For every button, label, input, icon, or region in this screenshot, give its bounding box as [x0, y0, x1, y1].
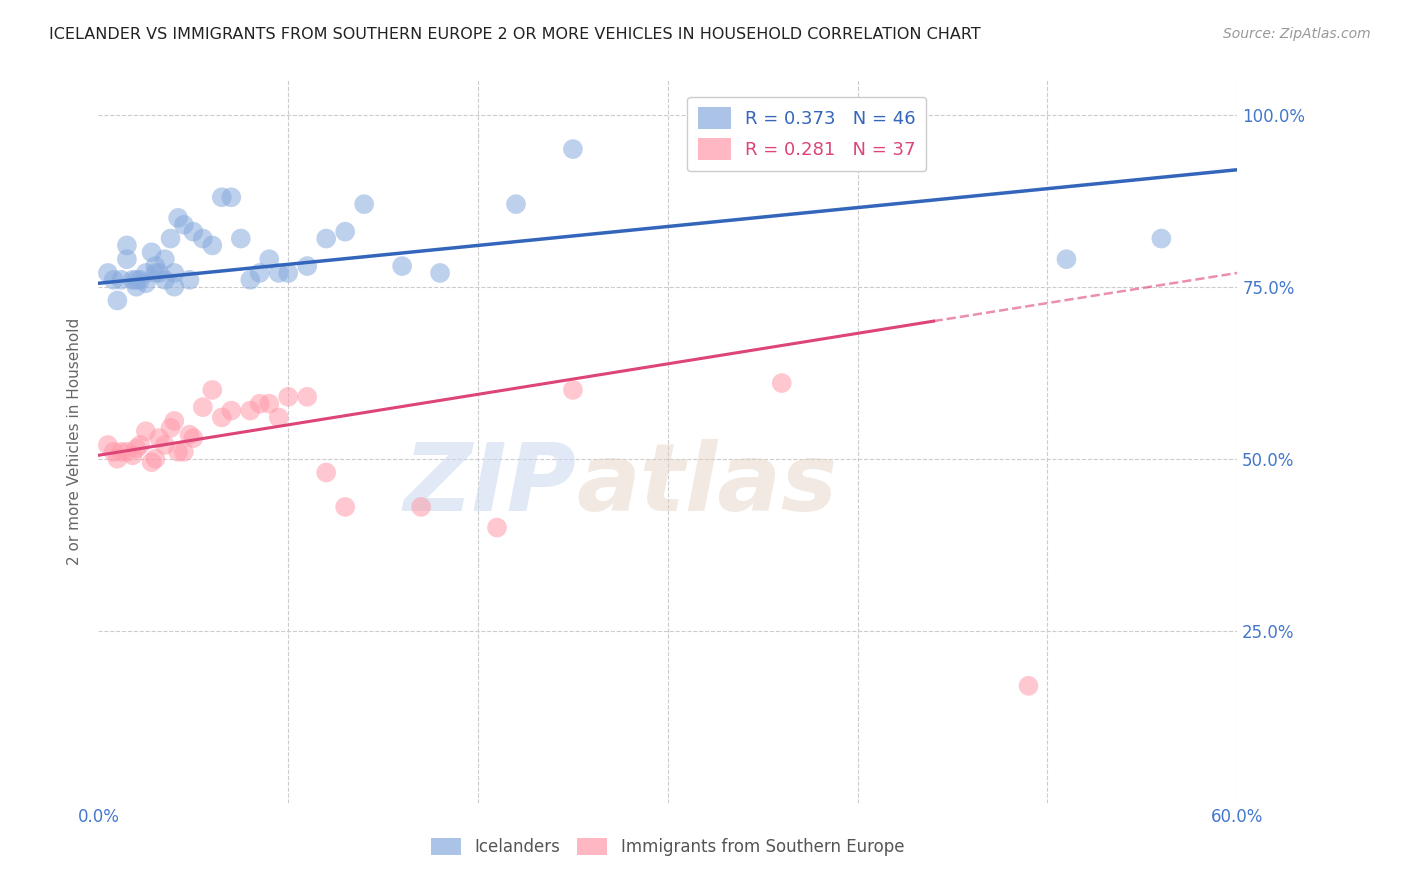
- Point: [159, 421, 181, 435]
- Point: [267, 266, 290, 280]
- Point: [115, 238, 138, 252]
- Point: [239, 403, 262, 417]
- Text: atlas: atlas: [576, 439, 838, 531]
- Point: [103, 273, 125, 287]
- Point: [201, 238, 224, 252]
- Point: [163, 266, 186, 280]
- Point: [167, 445, 190, 459]
- Point: [107, 293, 129, 308]
- Point: [110, 273, 132, 287]
- Point: [353, 197, 375, 211]
- Point: [153, 252, 176, 267]
- Point: [103, 445, 125, 459]
- Point: [391, 259, 413, 273]
- Point: [221, 190, 243, 204]
- Text: Source: ZipAtlas.com: Source: ZipAtlas.com: [1223, 27, 1371, 41]
- Point: [411, 500, 433, 514]
- Text: ICELANDER VS IMMIGRANTS FROM SOUTHERN EUROPE 2 OR MORE VEHICLES IN HOUSEHOLD COR: ICELANDER VS IMMIGRANTS FROM SOUTHERN EU…: [49, 27, 981, 42]
- Point: [97, 438, 120, 452]
- Point: [110, 445, 132, 459]
- Point: [145, 259, 167, 273]
- Point: [277, 266, 299, 280]
- Point: [191, 400, 214, 414]
- Point: [562, 383, 585, 397]
- Point: [107, 451, 129, 466]
- Point: [141, 455, 163, 469]
- Point: [770, 376, 793, 390]
- Point: [159, 231, 181, 245]
- Point: [163, 414, 186, 428]
- Point: [115, 252, 138, 267]
- Point: [145, 451, 167, 466]
- Point: [259, 252, 281, 267]
- Point: [183, 431, 205, 445]
- Point: [145, 266, 167, 280]
- Point: [173, 218, 195, 232]
- Point: [1056, 252, 1078, 267]
- Point: [179, 273, 201, 287]
- Point: [121, 448, 143, 462]
- Point: [129, 273, 152, 287]
- Point: [125, 273, 148, 287]
- Point: [163, 279, 186, 293]
- Point: [153, 438, 176, 452]
- Point: [167, 211, 190, 225]
- Point: [129, 438, 152, 452]
- Point: [315, 466, 337, 480]
- Point: [211, 190, 233, 204]
- Point: [297, 390, 319, 404]
- Point: [141, 245, 163, 260]
- Point: [211, 410, 233, 425]
- Point: [179, 427, 201, 442]
- Point: [486, 520, 509, 534]
- Point: [173, 445, 195, 459]
- Point: [429, 266, 451, 280]
- Point: [1150, 231, 1173, 245]
- Point: [297, 259, 319, 273]
- Point: [135, 266, 157, 280]
- Point: [335, 225, 357, 239]
- Point: [249, 266, 271, 280]
- Point: [752, 149, 775, 163]
- Point: [135, 277, 157, 291]
- Point: [267, 410, 290, 425]
- Point: [183, 225, 205, 239]
- Point: [201, 383, 224, 397]
- Point: [239, 273, 262, 287]
- Point: [125, 279, 148, 293]
- Point: [315, 231, 337, 245]
- Point: [221, 403, 243, 417]
- Legend: Icelanders, Immigrants from Southern Europe: Icelanders, Immigrants from Southern Eur…: [425, 831, 911, 863]
- Point: [191, 231, 214, 245]
- Text: ZIP: ZIP: [404, 439, 576, 531]
- Point: [229, 231, 252, 245]
- Point: [153, 273, 176, 287]
- Point: [1018, 679, 1040, 693]
- Point: [505, 197, 527, 211]
- Point: [562, 142, 585, 156]
- Point: [259, 397, 281, 411]
- Point: [125, 442, 148, 456]
- Point: [148, 431, 170, 445]
- Point: [97, 266, 120, 280]
- Point: [277, 390, 299, 404]
- Point: [115, 445, 138, 459]
- Point: [148, 266, 170, 280]
- Point: [249, 397, 271, 411]
- Y-axis label: 2 or more Vehicles in Household: 2 or more Vehicles in Household: [67, 318, 83, 566]
- Point: [335, 500, 357, 514]
- Point: [121, 273, 143, 287]
- Point: [135, 424, 157, 438]
